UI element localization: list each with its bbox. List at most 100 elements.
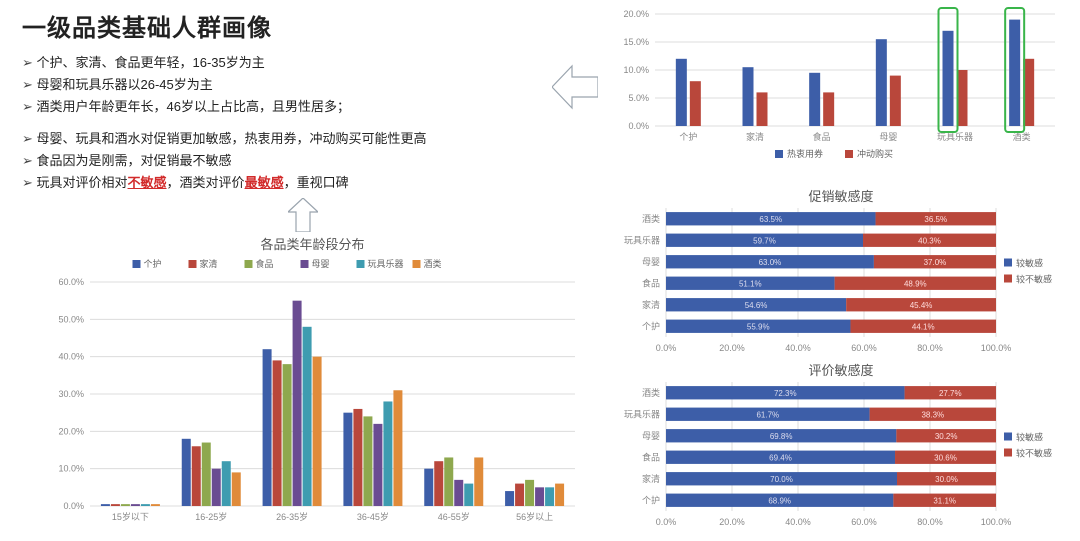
text: 玩具对评价相对 [37,175,128,190]
svg-text:40.0%: 40.0% [785,517,811,527]
bullet-group-1: 个护、家清、食品更年轻，16-35岁为主 母婴和玩具乐器以26-45岁为主 酒类… [22,52,532,118]
svg-text:家清: 家清 [200,258,218,269]
svg-text:20.0%: 20.0% [719,517,745,527]
svg-text:0.0%: 0.0% [628,121,649,131]
svg-text:15岁以下: 15岁以下 [112,511,149,522]
svg-text:30.0%: 30.0% [935,475,958,484]
svg-text:母婴: 母婴 [312,259,330,269]
svg-text:51.1%: 51.1% [739,279,762,288]
svg-text:较不敏感: 较不敏感 [1016,274,1052,285]
svg-text:较敏感: 较敏感 [1016,432,1043,443]
svg-text:60.0%: 60.0% [851,343,877,353]
svg-text:食品: 食品 [642,451,660,462]
svg-text:80.0%: 80.0% [917,343,943,353]
svg-text:食品: 食品 [642,277,660,288]
page-title: 一级品类基础人群画像 [22,8,272,43]
svg-text:热衷用券: 热衷用券 [787,148,823,159]
svg-text:40.3%: 40.3% [918,236,941,245]
svg-text:30.2%: 30.2% [935,432,958,441]
svg-text:63.5%: 63.5% [759,215,782,224]
text: ，重视口碑 [284,175,349,190]
svg-text:5.0%: 5.0% [628,93,649,103]
highlight-text: 最敏感 [245,175,284,190]
bullet-group-2: 母婴、玩具和酒水对促销更加敏感，热衷用券，冲动购买可能性更高 食品因为是刚需，对… [22,128,532,194]
bullet-item: 酒类用户年龄更年长，46岁以上占比高，且男性居多； [22,96,532,118]
svg-text:个护: 个护 [679,131,697,142]
svg-text:酒类: 酒类 [424,258,442,269]
svg-text:较敏感: 较敏感 [1016,258,1043,269]
svg-text:40.0%: 40.0% [785,343,811,353]
svg-text:37.0%: 37.0% [924,258,947,267]
svg-text:玩具乐器: 玩具乐器 [624,408,660,419]
svg-text:38.3%: 38.3% [921,410,944,419]
svg-text:20.0%: 20.0% [58,426,84,436]
bullet-item: 食品因为是刚需，对促销最不敏感 [22,150,532,172]
highlight-text: 不敏感 [128,175,167,190]
svg-text:40.0%: 40.0% [58,352,84,362]
bullet-item: 母婴、玩具和酒水对促销更加敏感，热衷用券，冲动购买可能性更高 [22,128,532,150]
svg-text:46-55岁: 46-55岁 [438,511,470,522]
svg-text:56岁以上: 56岁以上 [516,511,553,522]
svg-text:44.1%: 44.1% [912,322,935,331]
chart-coupon-impulse: 0.0%5.0%10.0%15.0%20.0%个护家清食品母婴玩具乐器酒类热衷用… [605,6,1065,166]
svg-text:55.9%: 55.9% [747,322,770,331]
svg-text:10.0%: 10.0% [623,65,649,75]
bullet-item: 母婴和玩具乐器以26-45岁为主 [22,74,532,96]
svg-text:69.4%: 69.4% [769,453,792,462]
svg-text:20.0%: 20.0% [719,343,745,353]
svg-text:家清: 家清 [746,131,764,142]
svg-text:72.3%: 72.3% [774,389,797,398]
svg-text:27.7%: 27.7% [939,389,962,398]
chart-title: 各品类年龄段分布 [40,234,585,253]
svg-text:59.7%: 59.7% [753,236,776,245]
chart-promo-sensitivity: 促销敏感度 0.0%20.0%40.0%60.0%80.0%100.0%酒类63… [606,186,1076,358]
svg-text:60.0%: 60.0% [58,277,84,287]
arrow-left-icon [552,62,598,112]
svg-text:69.8%: 69.8% [770,432,793,441]
svg-text:60.0%: 60.0% [851,517,877,527]
svg-text:个护: 个护 [642,494,660,505]
svg-text:30.6%: 30.6% [934,453,957,462]
bullet-item: 玩具对评价相对不敏感，酒类对评价最敏感，重视口碑 [22,172,532,194]
svg-text:酒类: 酒类 [642,387,660,398]
svg-text:玩具乐器: 玩具乐器 [624,234,660,245]
svg-text:0.0%: 0.0% [656,517,677,527]
svg-text:45.4%: 45.4% [910,301,933,310]
svg-text:50.0%: 50.0% [58,314,84,324]
svg-text:冲动购买: 冲动购买 [857,148,893,159]
svg-text:63.0%: 63.0% [759,258,782,267]
svg-text:15.0%: 15.0% [623,37,649,47]
svg-text:48.9%: 48.9% [904,279,927,288]
chart-title: 评价敏感度 [606,360,1076,379]
svg-text:68.9%: 68.9% [768,496,791,505]
chart-age-distribution: 各品类年龄段分布 个护 家清 食品 母婴 玩具乐器 酒类 0.0% 10.0% 20.0% 30.… [40,232,585,532]
svg-text:母婴: 母婴 [642,257,660,267]
svg-text:较不敏感: 较不敏感 [1016,448,1052,459]
svg-text:10.0%: 10.0% [58,464,84,474]
svg-text:30.0%: 30.0% [58,389,84,399]
svg-text:61.7%: 61.7% [756,410,779,419]
arrow-up-icon [288,198,318,232]
svg-text:家清: 家清 [642,473,660,484]
svg-text:酒类: 酒类 [642,213,660,224]
chart-review-sensitivity: 评价敏感度 0.0%20.0%40.0%60.0%80.0%100.0%酒类72… [606,360,1076,532]
svg-text:食品: 食品 [813,131,831,142]
svg-text:母婴: 母婴 [879,132,897,142]
svg-text:54.6%: 54.6% [745,301,768,310]
svg-text:100.0%: 100.0% [981,517,1012,527]
svg-text:个护: 个护 [642,320,660,331]
chart-title: 促销敏感度 [606,186,1076,205]
svg-text:家清: 家清 [642,299,660,310]
svg-text:食品: 食品 [256,258,274,269]
svg-text:70.0%: 70.0% [770,475,793,484]
svg-text:100.0%: 100.0% [981,343,1012,353]
svg-text:母婴: 母婴 [642,431,660,441]
svg-text:16-25岁: 16-25岁 [195,511,227,522]
svg-text:26-35岁: 26-35岁 [276,511,308,522]
svg-text:玩具乐器: 玩具乐器 [368,258,404,269]
svg-text:个护: 个护 [144,258,162,269]
bullet-list: 个护、家清、食品更年轻，16-35岁为主 母婴和玩具乐器以26-45岁为主 酒类… [22,52,532,205]
svg-text:0.0%: 0.0% [63,501,84,511]
svg-text:31.1%: 31.1% [933,496,956,505]
svg-text:20.0%: 20.0% [623,9,649,19]
